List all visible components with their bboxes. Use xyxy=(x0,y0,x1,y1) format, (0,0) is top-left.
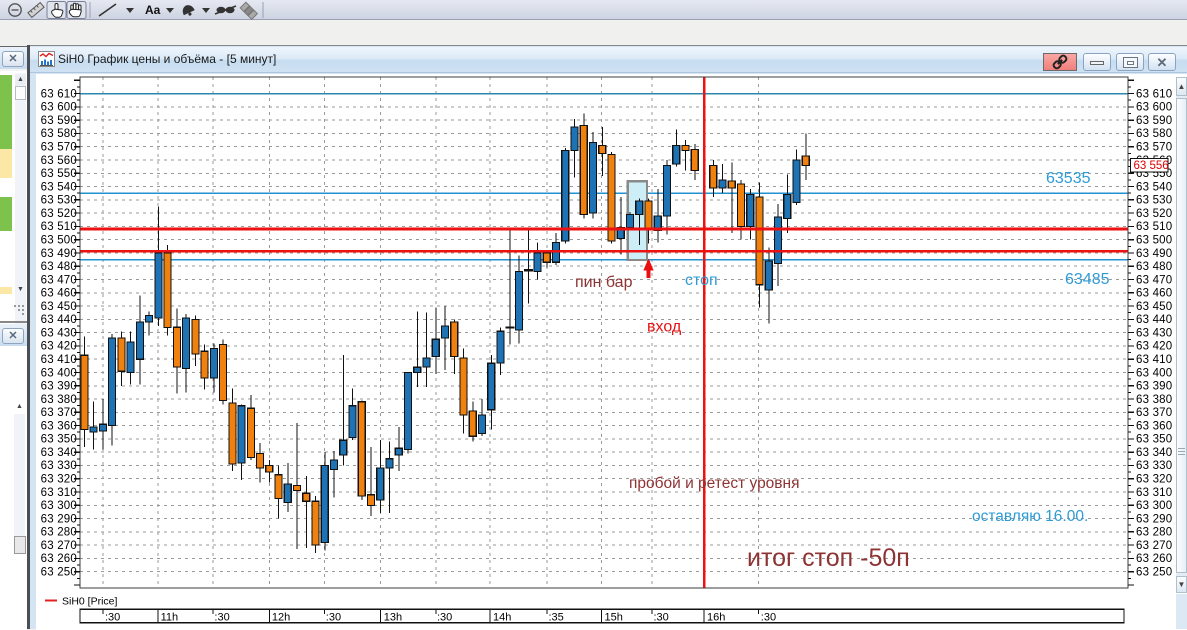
svg-text:пробой и ретест уровня: пробой и ретест уровня xyxy=(629,475,800,492)
svg-text:12h: 12h xyxy=(272,611,290,623)
svg-text:63 520: 63 520 xyxy=(41,208,77,220)
svg-text:63 556: 63 556 xyxy=(1134,160,1169,172)
svg-text:Aa: Aa xyxy=(145,3,161,17)
svg-text:63 370: 63 370 xyxy=(1136,407,1172,419)
svg-text:63 510: 63 510 xyxy=(41,221,77,233)
svg-text:63 460: 63 460 xyxy=(1136,288,1172,300)
svg-text:63 340: 63 340 xyxy=(41,447,77,459)
svg-text:63 500: 63 500 xyxy=(41,235,77,247)
svg-text:63 570: 63 570 xyxy=(41,142,77,154)
svg-text:63 570: 63 570 xyxy=(1136,142,1172,154)
svg-text:63 420: 63 420 xyxy=(1136,341,1172,353)
svg-text:63 450: 63 450 xyxy=(41,301,77,313)
svg-text:вход: вход xyxy=(647,319,682,336)
svg-text:63 290: 63 290 xyxy=(41,513,77,525)
svg-text:63 560: 63 560 xyxy=(41,155,77,167)
svg-text:63 530: 63 530 xyxy=(41,195,77,207)
svg-text:63 510: 63 510 xyxy=(1136,221,1172,233)
svg-text:63 270: 63 270 xyxy=(41,540,77,552)
svg-text:63 390: 63 390 xyxy=(41,381,77,393)
svg-text:63 480: 63 480 xyxy=(1136,261,1172,273)
svg-text:63535: 63535 xyxy=(1046,170,1091,187)
svg-text:63 470: 63 470 xyxy=(1136,274,1172,286)
svg-text:63 500: 63 500 xyxy=(1136,235,1172,247)
svg-text::30: :30 xyxy=(105,611,120,623)
svg-text:63 410: 63 410 xyxy=(1136,354,1172,366)
svg-text:63 370: 63 370 xyxy=(41,407,77,419)
svg-text:63 300: 63 300 xyxy=(1136,500,1172,512)
svg-text:63 460: 63 460 xyxy=(41,288,77,300)
svg-text:63 600: 63 600 xyxy=(41,102,77,114)
svg-text:63 360: 63 360 xyxy=(1136,420,1172,432)
svg-text:63 530: 63 530 xyxy=(1136,195,1172,207)
svg-text:63 490: 63 490 xyxy=(1136,248,1172,260)
svg-text:63 280: 63 280 xyxy=(41,527,77,539)
svg-text:63 300: 63 300 xyxy=(41,500,77,512)
svg-text:63485: 63485 xyxy=(1065,271,1110,288)
svg-text::30: :30 xyxy=(326,611,341,623)
svg-text:63 580: 63 580 xyxy=(1136,128,1172,140)
svg-text:63 380: 63 380 xyxy=(1136,394,1172,406)
svg-text:63 360: 63 360 xyxy=(41,420,77,432)
svg-text:63 330: 63 330 xyxy=(1136,460,1172,472)
svg-text:63 390: 63 390 xyxy=(1136,381,1172,393)
svg-text:63 280: 63 280 xyxy=(1136,527,1172,539)
svg-text:63 440: 63 440 xyxy=(1136,314,1172,326)
svg-text:пин бар: пин бар xyxy=(575,274,633,291)
svg-text:63 470: 63 470 xyxy=(41,274,77,286)
svg-text:63 420: 63 420 xyxy=(41,341,77,353)
svg-text:14h: 14h xyxy=(493,611,511,623)
svg-text:63 430: 63 430 xyxy=(1136,327,1172,339)
svg-text:оставляю 16.00.: оставляю 16.00. xyxy=(972,508,1088,525)
svg-text:63 260: 63 260 xyxy=(41,553,77,565)
svg-text:63 610: 63 610 xyxy=(41,88,77,100)
svg-text:63 610: 63 610 xyxy=(1136,88,1172,100)
svg-text:63 590: 63 590 xyxy=(41,115,77,127)
svg-text:63 330: 63 330 xyxy=(41,460,77,472)
svg-text:63 490: 63 490 xyxy=(41,248,77,260)
svg-text:63 350: 63 350 xyxy=(41,434,77,446)
svg-text:63 290: 63 290 xyxy=(1136,513,1172,525)
svg-text::30: :30 xyxy=(437,611,452,623)
svg-text:16h: 16h xyxy=(707,611,725,623)
svg-text:63 600: 63 600 xyxy=(1136,102,1172,114)
svg-text:13h: 13h xyxy=(384,611,402,623)
svg-text:63 540: 63 540 xyxy=(41,181,77,193)
svg-text:63 440: 63 440 xyxy=(41,314,77,326)
svg-text:63 350: 63 350 xyxy=(1136,434,1172,446)
svg-text:63 250: 63 250 xyxy=(41,567,77,579)
svg-text:63 400: 63 400 xyxy=(41,367,77,379)
svg-text:63 410: 63 410 xyxy=(41,354,77,366)
svg-text:63 400: 63 400 xyxy=(1136,367,1172,379)
svg-text:63 260: 63 260 xyxy=(1136,553,1172,565)
svg-text::30: :30 xyxy=(214,611,229,623)
svg-text:63 270: 63 270 xyxy=(1136,540,1172,552)
svg-text:15h: 15h xyxy=(605,611,623,623)
svg-text:63 320: 63 320 xyxy=(1136,474,1172,486)
svg-text:63 430: 63 430 xyxy=(41,327,77,339)
svg-text:11h: 11h xyxy=(161,611,179,623)
svg-text:63 590: 63 590 xyxy=(1136,115,1172,127)
svg-text:63 250: 63 250 xyxy=(1136,567,1172,579)
svg-text:63 310: 63 310 xyxy=(1136,487,1172,499)
svg-text:63 340: 63 340 xyxy=(1136,447,1172,459)
svg-text:63 320: 63 320 xyxy=(41,474,77,486)
svg-text:63 540: 63 540 xyxy=(1136,181,1172,193)
svg-text::35: :35 xyxy=(549,611,564,623)
svg-text:63 380: 63 380 xyxy=(41,394,77,406)
svg-text:63 550: 63 550 xyxy=(41,168,77,180)
svg-text:итог стоп -50п: итог стоп -50п xyxy=(747,544,910,572)
svg-text:63 310: 63 310 xyxy=(41,487,77,499)
svg-text:63 520: 63 520 xyxy=(1136,208,1172,220)
svg-text::30: :30 xyxy=(654,611,669,623)
svg-text:стоп: стоп xyxy=(685,272,718,289)
svg-text::30: :30 xyxy=(761,611,776,623)
svg-text:63 450: 63 450 xyxy=(1136,301,1172,313)
svg-text:SiH0 [Price]: SiH0 [Price] xyxy=(62,596,118,608)
svg-text:63 480: 63 480 xyxy=(41,261,77,273)
svg-text:63 580: 63 580 xyxy=(41,128,77,140)
